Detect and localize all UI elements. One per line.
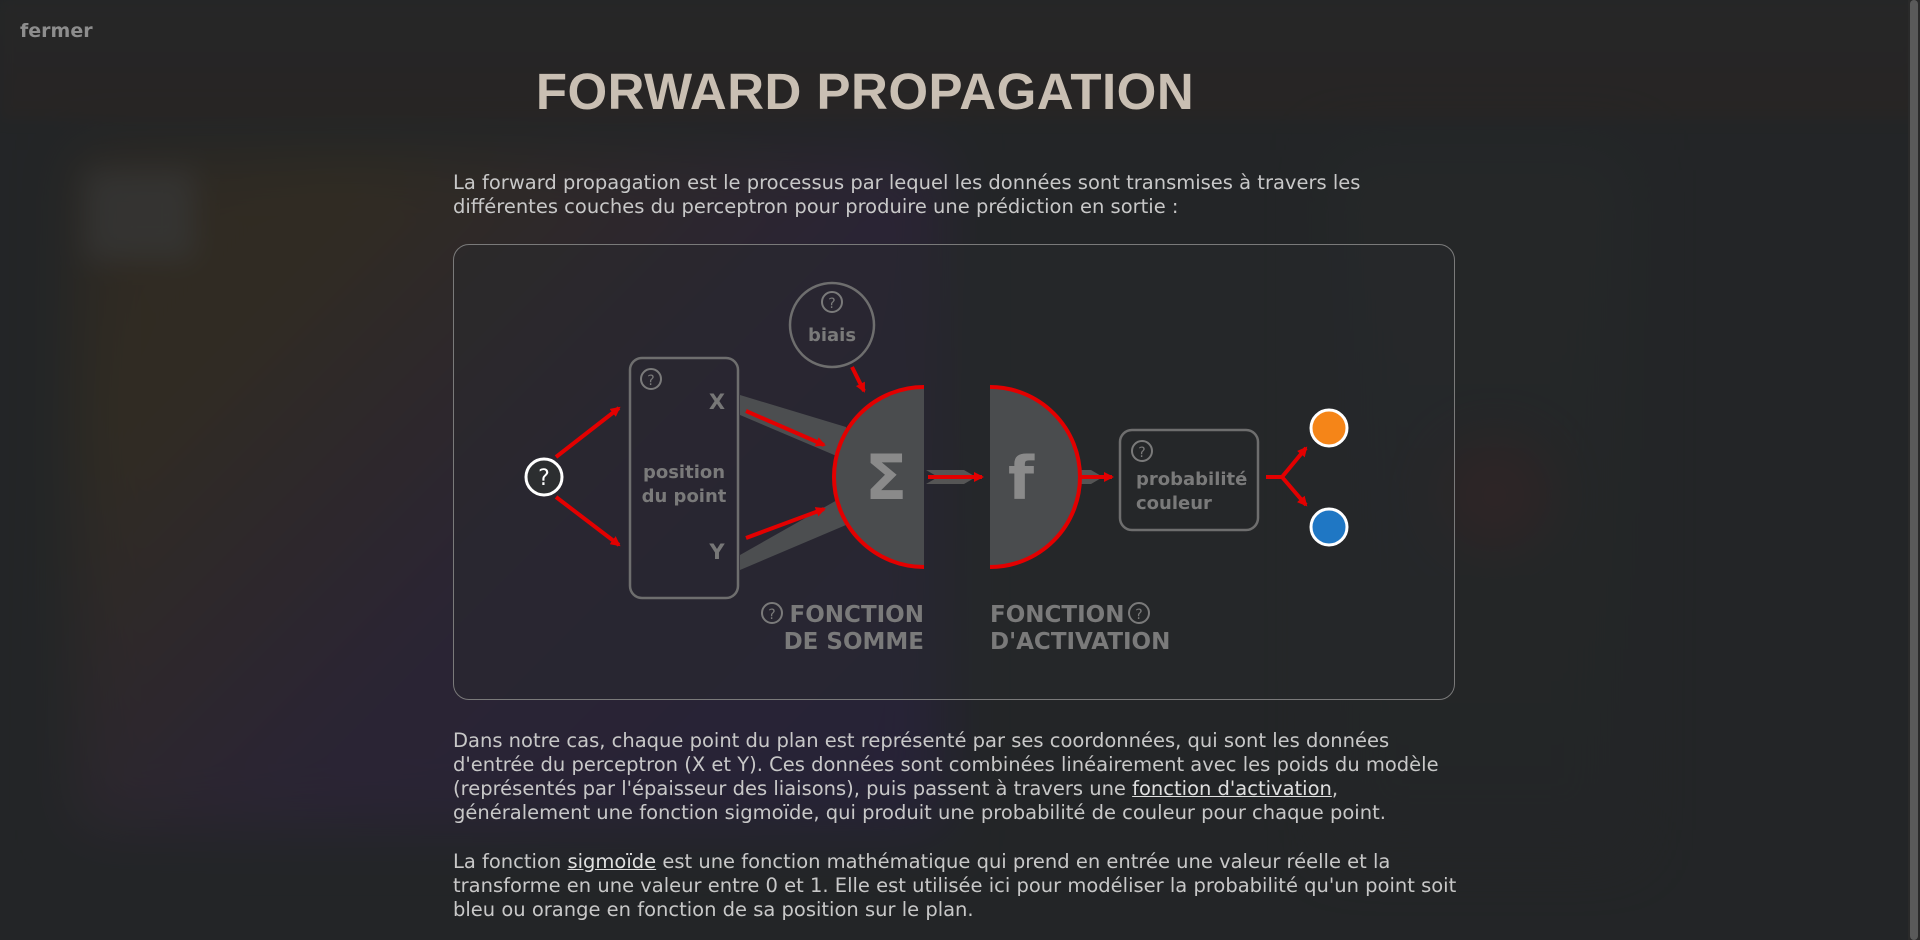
arrow-bias-sum: [850, 366, 866, 393]
arrow-output-orange: [1266, 446, 1308, 479]
close-button[interactable]: fermer: [20, 20, 93, 42]
bias-help-icon[interactable]: [821, 291, 843, 313]
weight-band-x: [740, 395, 846, 460]
perceptron-diagram: ? ? X Y position du point ? biais: [453, 244, 1455, 700]
scrollbar-thumb[interactable]: [1910, 0, 1918, 940]
input-label-1: position: [643, 462, 725, 483]
activation-node: f: [989, 385, 1082, 569]
page-title: FORWARD PROPAGATION: [535, 63, 1195, 120]
arrow-to-x: [554, 406, 621, 459]
bias-node: ? biais: [788, 281, 876, 369]
output-label-2: couleur: [1136, 493, 1212, 514]
diagram-svg: ? ? X Y position du point ? biais: [524, 281, 1349, 655]
sigmoid-paragraph: La fonction sigmoïde est une fonction ma…: [453, 850, 1457, 921]
blue-output-dot: [1309, 507, 1349, 547]
bias-label: biais: [808, 325, 856, 346]
activation-caption-2: D'ACTIVATION: [990, 629, 1170, 655]
activation-caption-help-icon[interactable]: [1128, 602, 1150, 624]
output-help-icon[interactable]: [1131, 440, 1153, 462]
explanation-paragraph: Dans notre cas, chaque point du plan est…: [453, 729, 1439, 824]
svg-text:?: ?: [1135, 607, 1142, 623]
sum-caption-help-icon[interactable]: [761, 602, 783, 624]
input-label-2: du point: [642, 486, 727, 507]
x-label: X: [709, 390, 725, 414]
sum-caption: ? FONCTION DE SOMME: [761, 602, 924, 655]
output-label-1: probabilité: [1136, 469, 1247, 490]
intro-paragraph: La forward propagation est le processus …: [453, 171, 1361, 218]
sum-symbol: Σ: [865, 441, 907, 514]
input-help-icon[interactable]: ?: [524, 457, 564, 497]
input-help-glyph: ?: [538, 466, 550, 491]
scrollbar[interactable]: [1908, 0, 1920, 940]
activation-caption-1: FONCTION: [990, 602, 1124, 628]
arrow-x-sum: [745, 409, 826, 447]
input-box: ? X Y position du point: [628, 356, 740, 600]
sum-node: Σ: [832, 385, 925, 569]
sum-caption-1: FONCTION: [790, 602, 924, 628]
arrow-output-blue: [1280, 475, 1308, 507]
svg-text:?: ?: [647, 373, 654, 389]
sum-caption-2: DE SOMME: [784, 629, 924, 655]
sigmoid-link[interactable]: sigmoïde: [567, 850, 657, 873]
y-label: Y: [708, 540, 725, 564]
input-box-help-icon[interactable]: [640, 368, 662, 390]
svg-text:?: ?: [768, 607, 775, 623]
svg-text:?: ?: [1138, 445, 1145, 461]
arrow-y-sum: [745, 507, 826, 540]
orange-output-dot: [1309, 408, 1349, 448]
svg-text:?: ?: [828, 296, 835, 312]
activation-symbol: f: [1008, 444, 1035, 514]
arrow-to-y: [554, 495, 621, 547]
activation-function-link[interactable]: fonction d'activation: [1132, 777, 1332, 800]
output-box: ? probabilité couleur: [1118, 428, 1260, 532]
activation-caption: FONCTION D'ACTIVATION ?: [990, 602, 1170, 655]
